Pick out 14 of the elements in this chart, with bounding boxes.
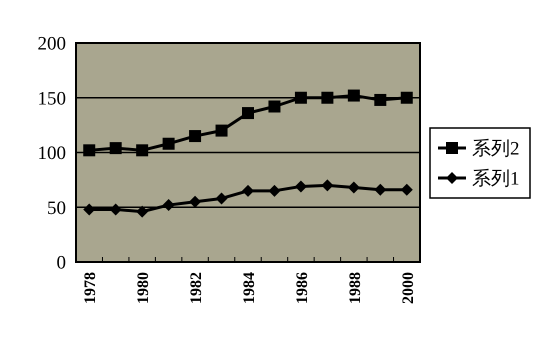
y-tick-label: 200 [38,34,66,55]
x-tick-label: 1982 [188,272,206,304]
x-tick-label: 1984 [241,272,258,304]
x-tick-label: 1978 [82,272,100,304]
y-tick-label: 50 [47,198,66,219]
x-tick-label: 1988 [346,272,364,304]
y-tick-label: 100 [38,143,66,164]
y-tick-label: 0 [56,252,66,274]
x-tick-label: 2000 [400,272,417,304]
x-tick-label: 1986 [294,272,311,304]
y-tick-label: 150 [38,88,66,110]
legend-label: 系列2 [472,138,520,160]
x-tick-label: 1980 [135,272,152,304]
legend-label: 系列1 [472,168,520,190]
